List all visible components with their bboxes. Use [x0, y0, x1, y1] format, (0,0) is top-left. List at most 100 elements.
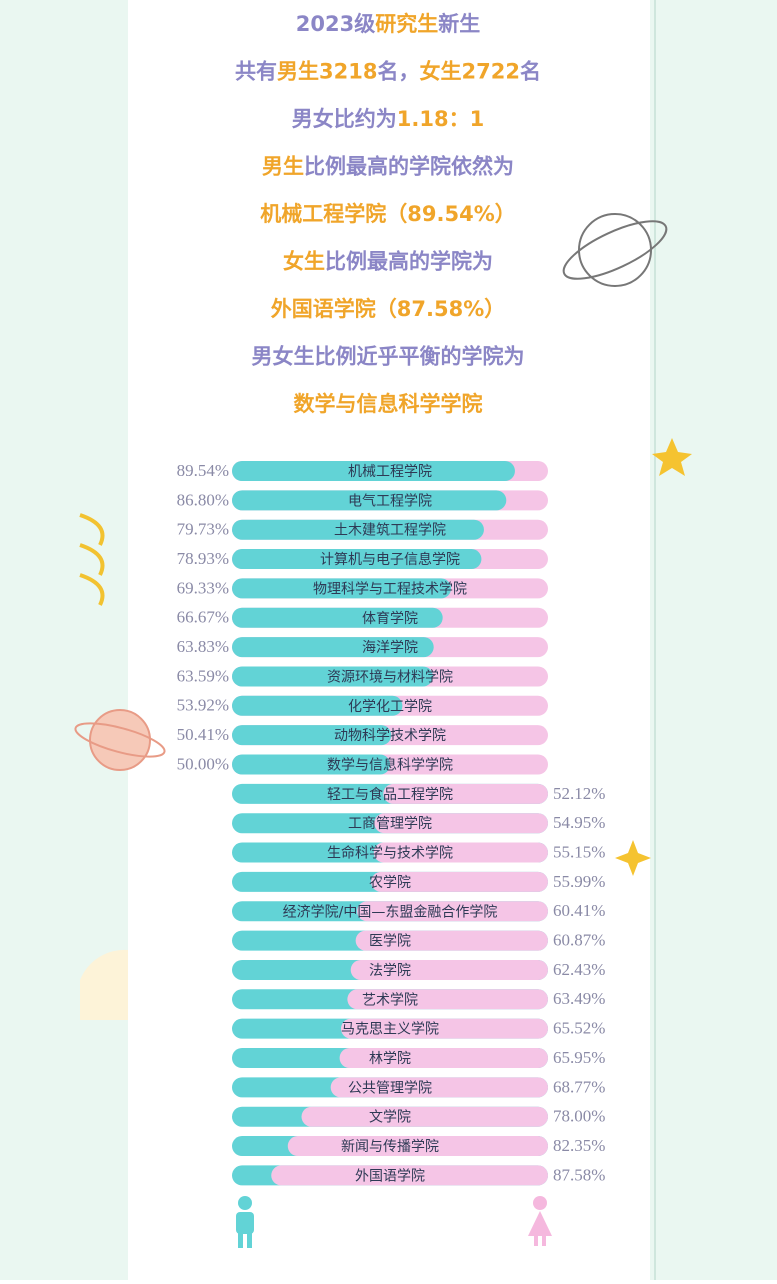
bar [232, 666, 433, 687]
header-segment: 共有 [235, 60, 277, 84]
value-label: 68.77% [553, 1077, 605, 1096]
bar [383, 783, 548, 804]
category-label: 农学院 [369, 875, 411, 891]
value-label: 69.33% [177, 578, 229, 597]
bar [357, 901, 548, 922]
bar [271, 1165, 548, 1186]
category-label: 外国语学院 [355, 1168, 425, 1184]
header-line: 共有男生3218名，女生2722名 [235, 60, 541, 84]
header-segment: 男生3218 [277, 60, 377, 84]
value-label: 62.43% [553, 960, 605, 979]
value-label: 50.41% [177, 725, 229, 744]
header-segment: 机械工程学院（89.54%） [260, 202, 515, 226]
value-label: 50.00% [177, 754, 229, 773]
header-segment: 女生2722 [420, 60, 520, 84]
star [615, 840, 651, 876]
header-line: 男女生比例近乎平衡的学院为 [252, 345, 525, 369]
bar [232, 607, 443, 628]
value-label: 66.67% [177, 608, 229, 627]
value-label: 86.80% [177, 490, 229, 509]
category-label: 文学院 [369, 1110, 411, 1126]
value-label: 63.49% [553, 989, 605, 1008]
female-icon [528, 1196, 552, 1246]
value-label: 82.35% [553, 1136, 605, 1155]
category-label: 公共管理学院 [348, 1080, 432, 1096]
value-label: 55.99% [553, 872, 605, 891]
header-line: 机械工程学院（89.54%） [260, 202, 515, 226]
value-label: 60.41% [553, 901, 605, 920]
category-label: 物理科学与工程技术学院 [313, 581, 467, 597]
category-label: 生命科学与技术学院 [327, 845, 453, 862]
decoration [74, 213, 668, 1020]
header-segment: 女生 [283, 250, 325, 274]
category-label: 海洋学院 [362, 640, 418, 656]
category-label: 法学院 [369, 963, 411, 979]
header-line: 女生比例最高的学院为 [283, 250, 493, 274]
category-label: 数学与信息科学学院 [327, 757, 453, 774]
value-label: 89.54% [177, 461, 229, 480]
header-line: 数学与信息科学学院 [294, 392, 483, 416]
value-label: 55.15% [553, 842, 605, 861]
value-label: 78.00% [553, 1107, 605, 1126]
value-label: 63.83% [177, 637, 229, 656]
bar [350, 959, 548, 980]
category-label: 医学院 [369, 934, 411, 950]
category-label: 动物科学技术学院 [334, 728, 446, 744]
bar [232, 754, 390, 775]
header-segment: 数学与信息科学学院 [294, 392, 483, 416]
star [652, 438, 692, 476]
bar [339, 1048, 548, 1068]
category-label: 艺术学院 [362, 992, 418, 1008]
value-label: 63.59% [177, 666, 229, 685]
bar [232, 549, 482, 570]
bar [232, 637, 434, 658]
value-label: 54.95% [553, 813, 605, 832]
bar [232, 578, 452, 599]
value-label: 78.93% [177, 549, 229, 568]
male-icon [236, 1196, 254, 1248]
bar [232, 461, 515, 481]
header-segment: 比例最高的学院为 [325, 250, 493, 274]
bar [232, 490, 507, 511]
header-segment: 1.18：1 [397, 107, 484, 131]
value-label: 65.52% [553, 1019, 605, 1038]
category-label: 计算机与电子信息学院 [320, 551, 460, 568]
value-label: 52.12% [553, 784, 605, 803]
category-label: 轻工与食品工程学院 [327, 786, 453, 803]
category-label: 工商管理学院 [348, 816, 432, 832]
category-label: 马克思主义学院 [341, 1022, 439, 1038]
value-label: 53.92% [177, 696, 229, 715]
category-label: 经济学院/中国—东盟金融合作学院 [283, 904, 498, 920]
header-segment: 新生 [438, 12, 480, 36]
header-line: 男女比约为1.18：1 [292, 107, 484, 131]
category-label: 资源环境与材料学院 [327, 669, 453, 685]
header-segment: 研究生 [375, 12, 438, 36]
value-label: 65.95% [553, 1048, 605, 1067]
value-label: 79.73% [177, 520, 229, 539]
category-label: 机械工程学院 [348, 464, 432, 480]
bar [330, 1077, 548, 1098]
value-label: 87.58% [553, 1165, 605, 1184]
bar [371, 871, 548, 892]
header-line: 外国语学院（87.58%） [271, 297, 505, 321]
value-label: 60.87% [553, 931, 605, 950]
header-segment: 2023级 [296, 12, 375, 36]
bar [301, 1106, 548, 1127]
header-segment: 男女比约为 [292, 107, 397, 131]
category-label: 土木建筑工程学院 [334, 523, 446, 539]
header-segment: 名 [520, 60, 541, 84]
header-segment: 比例最高的学院依然为 [304, 155, 514, 179]
header-segment: 男生 [262, 155, 304, 179]
bar [232, 519, 484, 540]
header-line: 男生比例最高的学院依然为 [262, 155, 514, 179]
bar [347, 989, 548, 1010]
header-segment: 男女生比例近乎平衡的学院为 [252, 345, 525, 369]
bar [287, 1136, 548, 1157]
header-segment: 名， [378, 60, 420, 84]
header-line: 2023级研究生新生 [296, 12, 480, 36]
bar [373, 842, 548, 863]
category-label: 林学院 [369, 1051, 411, 1067]
bar [340, 1018, 548, 1039]
category-label: 新闻与传播学院 [341, 1139, 439, 1155]
